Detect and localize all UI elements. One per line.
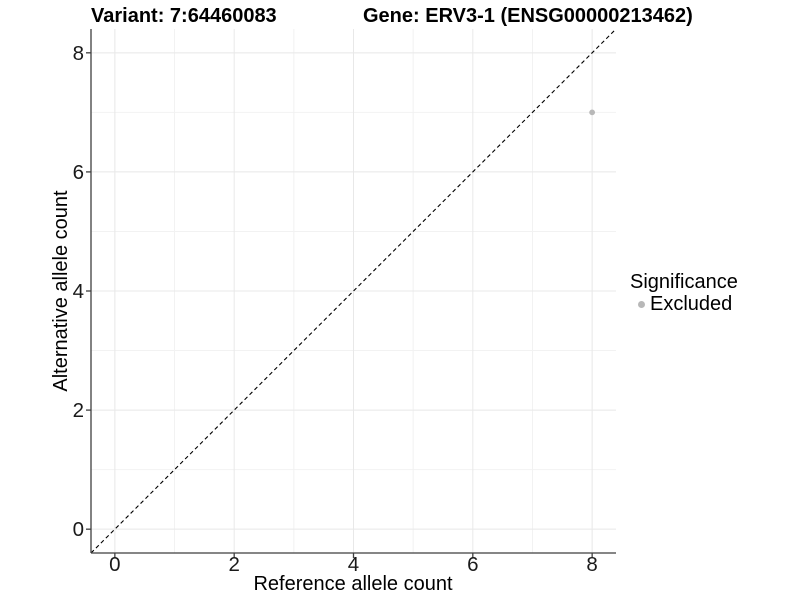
- legend-title: Significance: [630, 271, 738, 293]
- svg-text:8: 8: [73, 42, 84, 65]
- y-axis-title: Alternative allele count: [50, 190, 72, 392]
- svg-text:0: 0: [109, 553, 120, 576]
- svg-text:8: 8: [586, 553, 597, 576]
- excluded-point-icon: [638, 300, 645, 308]
- gene-title: Gene: ERV3-1 (ENSG00000213462): [363, 5, 693, 27]
- svg-text:6: 6: [467, 553, 478, 576]
- svg-text:2: 2: [73, 399, 84, 422]
- svg-text:4: 4: [348, 553, 359, 576]
- variant-title: Variant: 7:64460083: [91, 5, 277, 27]
- svg-text:6: 6: [73, 161, 84, 184]
- x-axis-title: Reference allele count: [253, 573, 453, 595]
- legend-item-excluded: Excluded: [630, 294, 738, 314]
- legend: Significance Excluded: [630, 270, 738, 314]
- svg-text:4: 4: [73, 280, 84, 303]
- legend-item-label: Excluded: [650, 293, 733, 315]
- svg-text:2: 2: [228, 553, 239, 576]
- svg-text:0: 0: [73, 518, 84, 541]
